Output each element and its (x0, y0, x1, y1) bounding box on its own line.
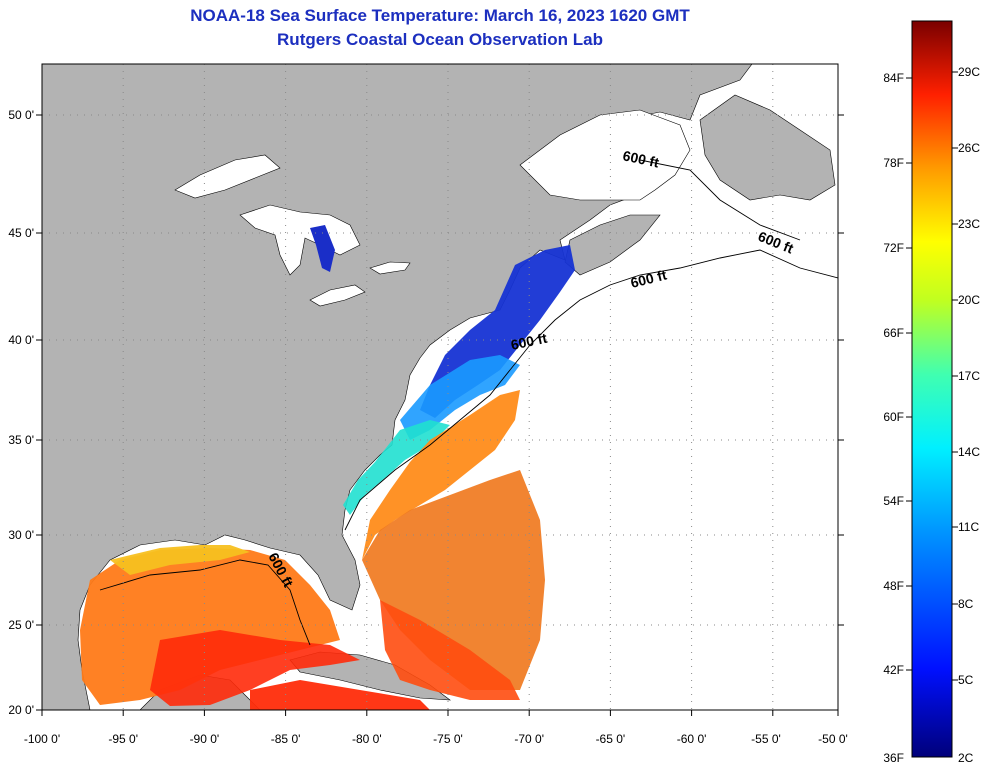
y-tick-label: 35 0' (8, 433, 34, 447)
sst-gulf-of-mexico (80, 548, 340, 705)
sst-gulf-coast-cool (110, 545, 250, 575)
land-newfoundland (699, 94, 836, 201)
colorbar-label-f: 72F (883, 241, 904, 255)
y-tick-label: 40 0' (8, 333, 34, 347)
map-title: NOAA-18 Sea Surface Temperature: March 1… (190, 6, 690, 25)
lake-cold-sst (310, 225, 335, 272)
sst-gulf-south-hot (150, 630, 360, 706)
isobath-label: 600 ft (621, 147, 660, 170)
colorbar-label-c: 20C (958, 293, 980, 307)
y-tick-label: 25 0' (8, 618, 34, 632)
colorbar-label-c: 23C (958, 217, 980, 231)
sst-gulfstream (362, 390, 520, 560)
colorbar-label-f: 36F (883, 751, 904, 765)
graticule (42, 64, 838, 710)
map-subtitle: Rutgers Coastal Ocean Observation Lab (277, 30, 603, 49)
colorbar-label-f: 48F (883, 579, 904, 593)
x-tick-label: -75 0' (433, 732, 463, 746)
sst-south-warm (380, 600, 520, 700)
y-tick-label: 50 0' (8, 108, 34, 122)
colorbar-label-f: 54F (883, 494, 904, 508)
colorbar-label-c: 14C (958, 445, 980, 459)
colorbar-label-f: 78F (883, 156, 904, 170)
x-tick-label: -90 0' (190, 732, 220, 746)
gulf-st-lawrence (519, 109, 691, 201)
colorbar-ticks (906, 71, 958, 681)
y-tick-label: 45 0' (8, 226, 34, 240)
colorbar-label-c: 5C (958, 673, 974, 687)
map-frame (41, 63, 839, 711)
isobath-lines (99, 159, 838, 646)
frame-ticks (36, 114, 844, 716)
x-tick-label: -50 0' (818, 732, 848, 746)
isobath-label: 600 ft (509, 330, 548, 353)
colorbar-label-f: 84F (883, 71, 904, 85)
x-tick-label: -70 0' (514, 732, 544, 746)
great-lake-superior (174, 154, 281, 199)
x-tick-label: -55 0' (751, 732, 781, 746)
great-lake-erie (309, 284, 366, 307)
x-tick-label: -95 0' (108, 732, 138, 746)
colorbar-label-c: 29C (958, 65, 980, 79)
colorbar (911, 20, 953, 758)
colorbar-label-c: 17C (958, 369, 980, 383)
colorbar-label-f: 60F (883, 410, 904, 424)
sst-atlantic-mid (343, 420, 450, 515)
x-tick-label: -60 0' (677, 732, 707, 746)
x-tick-label: -65 0' (596, 732, 626, 746)
colorbar-label-f: 66F (883, 326, 904, 340)
sst-caribbean (250, 680, 430, 710)
colorbar-label-c: 2C (958, 751, 974, 765)
x-tick-label: -85 0' (271, 732, 301, 746)
colorbar-label-c: 8C (958, 597, 974, 611)
great-lake-ontario (369, 261, 411, 275)
sst-atlantic-cool (400, 355, 520, 440)
y-tick-label: 30 0' (8, 528, 34, 542)
x-tick-label: -80 0' (352, 732, 382, 746)
colorbar-label-f: 42F (883, 663, 904, 677)
x-tick-label: -100 0' (24, 732, 60, 746)
colorbar-label-c: 11C (958, 520, 979, 534)
colorbar-label-c: 26C (958, 141, 980, 155)
y-tick-label: 20 0' (8, 703, 34, 717)
